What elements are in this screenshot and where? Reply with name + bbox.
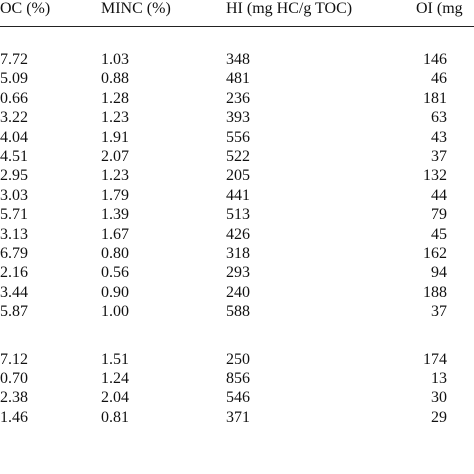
cell-oc: 3.03: [0, 186, 28, 204]
header-oi: OI (mg: [416, 0, 463, 17]
cell-oi: 37: [431, 303, 447, 321]
table-row: 2.38 2.04 546 30: [0, 388, 474, 408]
cell-oi: 30: [431, 389, 447, 407]
header-minc: MINC (%): [101, 0, 171, 17]
cell-hi: 481: [226, 70, 250, 88]
table-row: 3.13 1.67 426 45: [0, 225, 474, 245]
cell-hi: 546: [226, 389, 250, 407]
cell-minc: 2.04: [101, 389, 129, 407]
cell-hi: 556: [226, 128, 250, 146]
cell-oc: 1.46: [0, 408, 28, 426]
cell-oi: 46: [431, 70, 447, 88]
header-hi: HI (mg HC/g TOC): [226, 0, 353, 17]
cell-oc: 2.16: [0, 264, 28, 282]
table-header-row: OC (%) MINC (%) HI (mg HC/g TOC) OI (mg: [0, 0, 474, 27]
table-row: 7.12 1.51 250 174: [0, 350, 474, 370]
cell-oc: 4.04: [0, 128, 28, 146]
cell-minc: 0.56: [101, 264, 129, 282]
cell-minc: 1.91: [101, 128, 129, 146]
cell-hi: 588: [226, 303, 250, 321]
cell-oc: 4.51: [0, 148, 28, 165]
cell-minc: 1.67: [101, 225, 129, 243]
table-row: 6.79 0.80 318 162: [0, 244, 474, 264]
cell-hi: 426: [226, 225, 250, 243]
table-row: 3.22 1.23 393 63: [0, 108, 474, 128]
cell-hi: 240: [226, 283, 250, 301]
cell-oc: 0.70: [0, 370, 28, 387]
cell-minc: 1.79: [101, 186, 129, 204]
table-row: 1.46 0.81 371 29: [0, 408, 474, 428]
cell-oc: 5.87: [0, 303, 28, 321]
cell-minc: 1.23: [101, 167, 129, 185]
cell-minc: 0.80: [101, 245, 129, 262]
cell-hi: 371: [226, 408, 250, 426]
cell-hi: 856: [226, 370, 250, 387]
cell-oi: 29: [431, 408, 447, 426]
cell-oc: 3.22: [0, 109, 28, 127]
cell-hi: 205: [226, 167, 250, 185]
cell-hi: 393: [226, 109, 250, 127]
table-row: 5.09 0.88 481 46: [0, 69, 474, 89]
table-row: 3.03 1.79 441 44: [0, 186, 474, 206]
table-row: 5.71 1.39 513 79: [0, 205, 474, 225]
cell-minc: 1.28: [101, 89, 129, 107]
cell-hi: 318: [226, 245, 250, 262]
cell-oc: 2.38: [0, 389, 28, 407]
cell-hi: 513: [226, 206, 250, 224]
cell-hi: 522: [226, 148, 250, 165]
cell-oc: 7.72: [0, 51, 28, 68]
cell-minc: 0.81: [101, 408, 129, 426]
cell-minc: 1.51: [101, 350, 129, 368]
table-row: 2.95 1.23 205 132: [0, 166, 474, 186]
table-row: 0.66 1.28 236 181: [0, 89, 474, 109]
cell-hi: 250: [226, 350, 250, 368]
table-row: 3.44 0.90 240 188: [0, 283, 474, 303]
table-row: 7.72 1.03 348 146: [0, 50, 474, 70]
table-row: 2.16 0.56 293 94: [0, 263, 474, 283]
cell-hi: 348: [226, 51, 250, 68]
cell-oi: 13: [431, 370, 447, 387]
cell-hi: 236: [226, 89, 250, 107]
cell-oi: 162: [423, 245, 447, 262]
cell-minc: 0.88: [101, 70, 129, 88]
cell-oi: 181: [423, 89, 447, 107]
cell-oc: 3.13: [0, 225, 28, 243]
cell-oi: 132: [423, 167, 447, 185]
cell-oc: 0.66: [0, 89, 28, 107]
cell-oi: 45: [431, 225, 447, 243]
cell-oc: 2.95: [0, 167, 28, 185]
cell-oi: 146: [423, 51, 447, 68]
cell-oc: 5.09: [0, 70, 28, 88]
cell-oi: 94: [431, 264, 447, 282]
cell-minc: 1.03: [101, 51, 129, 68]
table-row: 4.51 2.07 522 37: [0, 147, 474, 167]
cell-oc: 6.79: [0, 245, 28, 262]
cell-minc: 1.39: [101, 206, 129, 224]
cell-hi: 441: [226, 186, 250, 204]
cell-oc: 5.71: [0, 206, 28, 224]
table-row: 5.87 1.00 588 37: [0, 302, 474, 322]
cell-oi: 63: [431, 109, 447, 127]
cell-oi: 43: [431, 128, 447, 146]
cell-oc: 7.12: [0, 350, 28, 368]
cell-oi: 188: [423, 283, 447, 301]
cell-minc: 0.90: [101, 283, 129, 301]
table-row: 0.70 1.24 856 13: [0, 369, 474, 389]
cell-oc: 3.44: [0, 283, 28, 301]
header-oc: OC (%): [0, 0, 51, 17]
cell-oi: 174: [423, 350, 447, 368]
table-row: 4.04 1.91 556 43: [0, 128, 474, 148]
cell-hi: 293: [226, 264, 250, 282]
cell-oi: 37: [431, 148, 447, 165]
cell-minc: 1.24: [101, 370, 129, 387]
cell-minc: 1.23: [101, 109, 129, 127]
cell-oi: 44: [431, 186, 447, 204]
cell-oi: 79: [431, 206, 447, 224]
cell-minc: 1.00: [101, 303, 129, 321]
cell-minc: 2.07: [101, 148, 129, 165]
